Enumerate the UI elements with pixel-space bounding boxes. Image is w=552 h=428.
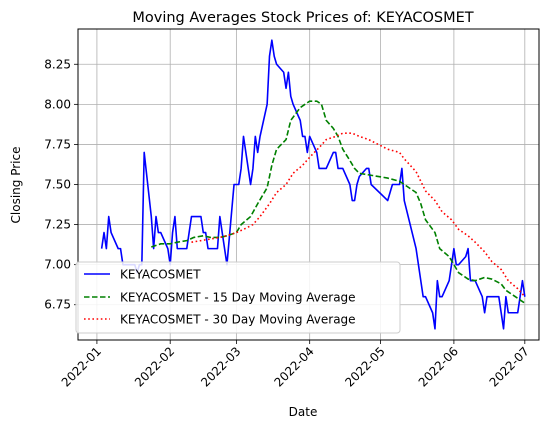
x-axis-label: Date <box>289 405 318 419</box>
series-line-ma15 <box>151 100 526 304</box>
y-tick-label: 7.00 <box>44 258 71 272</box>
legend-box <box>75 261 401 334</box>
series-lines <box>100 39 526 330</box>
x-tick-label: 2022-02 <box>132 344 177 389</box>
y-tick-label: 7.50 <box>44 178 71 192</box>
legend-label-ma15: KEYACOSMET - 15 Day Moving Average <box>120 291 356 305</box>
y-tick-label: 7.25 <box>44 218 71 232</box>
series-line-ma30 <box>191 132 526 298</box>
x-tick-label: 2022-06 <box>416 344 461 389</box>
legend-label-actual: KEYACOSMET <box>120 268 201 282</box>
y-tick-label: 8.00 <box>44 97 71 111</box>
x-tick-label: 2022-01 <box>59 344 104 389</box>
y-tick-label: 6.75 <box>44 298 71 312</box>
legend-label-ma30: KEYACOSMET - 30 Day Moving Average <box>120 313 356 327</box>
y-tick-label: 7.75 <box>44 137 71 151</box>
chart-title: Moving Averages Stock Prices of: KEYACOS… <box>132 10 473 26</box>
y-axis-label: Closing Price <box>9 147 23 224</box>
x-tick-label: 2022-05 <box>342 344 387 389</box>
y-tick-label: 8.25 <box>44 57 71 71</box>
x-tick-label: 2022-07 <box>487 344 532 389</box>
x-tick-label: 2022-04 <box>271 344 316 389</box>
series-line-actual <box>100 39 526 330</box>
x-tick-label: 2022-03 <box>198 344 243 389</box>
legend: KEYACOSMET KEYACOSMET - 15 Day Moving Av… <box>75 261 401 334</box>
